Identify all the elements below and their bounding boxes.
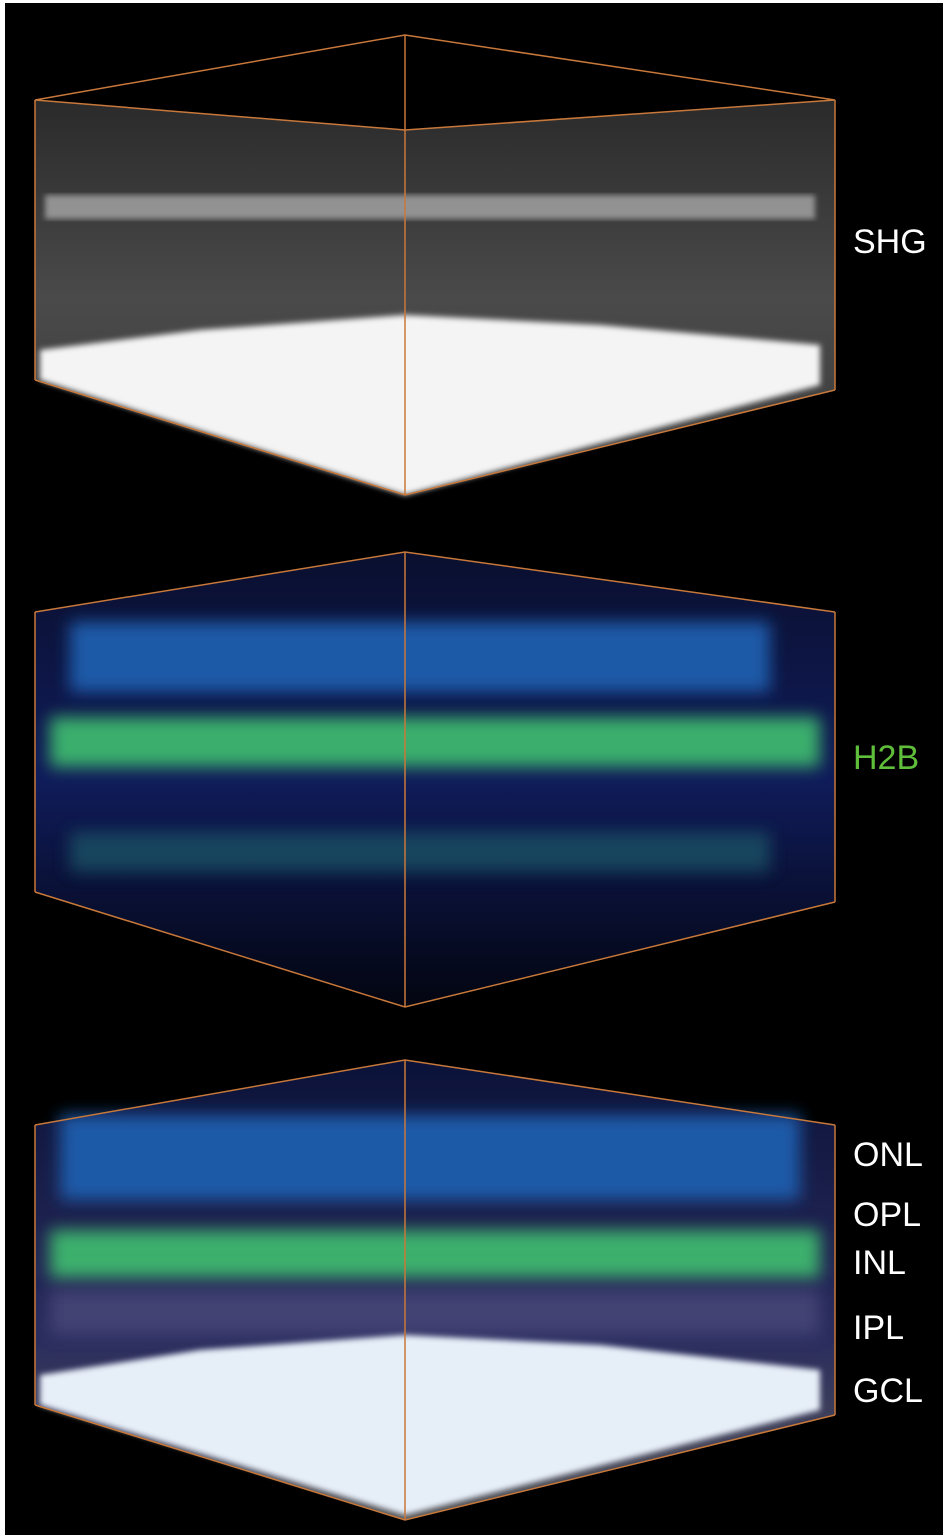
band: [50, 1230, 820, 1278]
label: H2B: [853, 739, 919, 777]
label: ONL: [853, 1136, 923, 1174]
band: [50, 1290, 820, 1335]
label: SHG: [853, 223, 927, 261]
band: [70, 622, 770, 692]
label: GCL: [853, 1372, 923, 1410]
band: [60, 1115, 800, 1200]
page: SHG H2B ONL OPL INL IPL GCL ((: [0, 0, 943, 1535]
band: [50, 717, 820, 767]
figure: SHG H2B ONL OPL INL IPL GCL: [0, 0, 943, 1535]
label: IPL: [853, 1309, 904, 1347]
band: [45, 195, 815, 219]
band: [70, 832, 770, 872]
label: INL: [853, 1244, 906, 1282]
label: OPL: [853, 1196, 921, 1234]
